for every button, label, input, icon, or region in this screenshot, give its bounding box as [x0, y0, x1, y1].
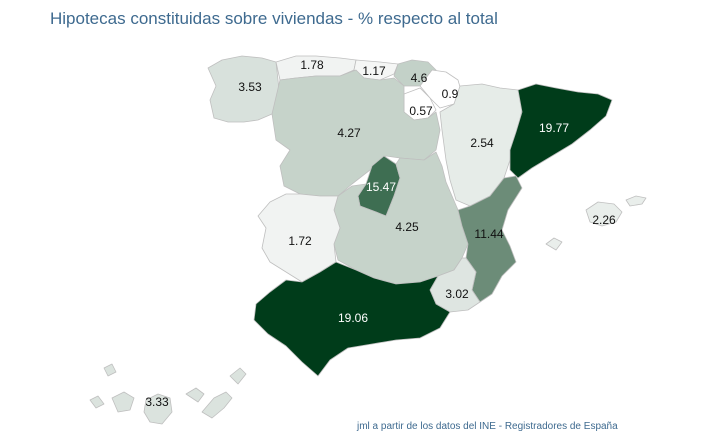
label-valencia: 11.44: [474, 227, 503, 241]
region-canarias[interactable]: [89, 363, 247, 425]
label-cantabria: 1.17: [362, 64, 386, 78]
region-cataluna[interactable]: [509, 83, 613, 179]
source-note: jml a partir de los datos del INE - Regi…: [357, 421, 618, 432]
label-baleares: 2.26: [592, 213, 616, 227]
label-andalucia: 19.06: [338, 311, 368, 325]
label-galicia: 3.53: [238, 80, 262, 94]
region-andalucia[interactable]: [253, 261, 451, 377]
region-baleares-ibiza[interactable]: [545, 237, 563, 251]
region-baleares[interactable]: [585, 201, 623, 227]
region-valencia[interactable]: [457, 175, 523, 303]
label-asturias: 1.78: [300, 58, 324, 72]
label-cataluna: 19.77: [539, 121, 569, 135]
region-castilla-leon[interactable]: [271, 69, 441, 197]
label-aragon: 2.54: [470, 136, 494, 150]
label-murcia: 3.02: [445, 287, 469, 301]
label-pais-vasco: 4.6: [411, 71, 428, 85]
label-castilla-leon: 4.27: [337, 126, 361, 140]
label-la-rioja: 0.57: [409, 104, 433, 118]
label-madrid: 15.47: [366, 180, 396, 194]
region-baleares-menorca[interactable]: [625, 195, 647, 207]
label-canarias: 3.33: [145, 395, 169, 409]
label-navarra: 0.9: [442, 87, 459, 101]
map-title: Hipotecas constituidas sobre viviendas -…: [50, 9, 498, 28]
label-castilla-la-mancha: 4.25: [395, 220, 419, 234]
label-extremadura: 1.72: [288, 234, 312, 248]
